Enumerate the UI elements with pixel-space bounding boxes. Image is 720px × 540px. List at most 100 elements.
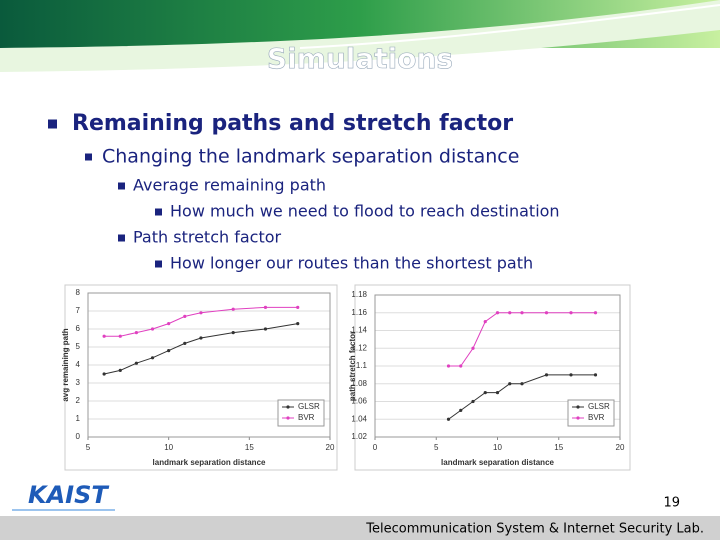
bullet-text: Changing the landmark separation distanc…: [102, 146, 519, 168]
data-point: [459, 364, 463, 368]
data-point: [593, 373, 598, 377]
legend-marker: [286, 405, 290, 409]
x-tick-label: 15: [245, 443, 254, 452]
plot-area: [87, 292, 331, 438]
data-point: [231, 307, 235, 311]
data-point: [483, 320, 487, 324]
data-point: [183, 341, 187, 345]
data-point: [471, 399, 475, 404]
y-tick-label: 1.08: [351, 379, 367, 388]
legend-marker: [286, 416, 290, 420]
x-tick-label: 10: [164, 443, 173, 452]
data-point: [569, 311, 573, 315]
y-tick-label: 1.1: [356, 361, 368, 370]
legend-label: GLSR: [588, 402, 610, 411]
data-point: [508, 382, 512, 386]
data-point: [167, 322, 171, 326]
footer-bar: [0, 516, 720, 540]
data-point: [446, 364, 451, 368]
legend-box: [277, 399, 325, 427]
x-tick-label: 10: [493, 443, 502, 452]
legend-label: BVR: [298, 413, 315, 422]
y-tick-label: 5: [76, 342, 81, 351]
y-tick-label: 6: [76, 324, 81, 333]
data-point: [199, 311, 203, 315]
bullet-text: Remaining paths and stretch factor: [72, 111, 513, 136]
bullet-marker: [118, 182, 125, 190]
x-tick-label: 5: [86, 443, 91, 452]
data-point: [520, 382, 524, 386]
y-tick-label: 1.12: [351, 343, 367, 352]
bullet-text: Average remaining path: [133, 176, 326, 195]
data-point: [483, 391, 487, 395]
data-point: [118, 368, 122, 372]
series-line: [104, 306, 298, 337]
x-axis-label: landmark separation distance: [441, 458, 554, 467]
y-tick-label: 1.04: [351, 414, 367, 423]
y-tick-label: 4: [76, 360, 81, 369]
series-line: [448, 374, 596, 420]
x-tick-label: 20: [616, 443, 625, 452]
y-tick-label: 3: [76, 378, 81, 387]
data-point: [459, 408, 463, 412]
data-point: [296, 322, 300, 326]
y-axis-label: path stretch factor: [348, 331, 357, 401]
x-tick-label: 5: [434, 443, 439, 452]
legend-marker: [576, 405, 580, 409]
x-tick-label: 20: [326, 443, 335, 452]
y-tick-label: 1: [76, 414, 81, 423]
series-line: [104, 323, 298, 375]
bullet-marker: [118, 234, 125, 242]
data-point: [134, 361, 138, 365]
y-tick-label: 7: [76, 306, 81, 315]
legend-label: GLSR: [298, 402, 320, 411]
data-point: [263, 305, 268, 309]
logo: KAIST: [28, 481, 109, 509]
bullet-text: How much we need to flood to reach desti…: [170, 202, 560, 221]
data-point: [471, 346, 475, 350]
data-point: [495, 391, 500, 395]
data-point: [150, 356, 155, 360]
data-point: [520, 311, 524, 315]
data-point: [446, 417, 451, 421]
y-tick-label: 1.14: [351, 326, 367, 335]
data-point: [593, 311, 598, 315]
data-point: [544, 311, 549, 315]
bullet-marker: [48, 119, 57, 129]
legend-box: [567, 399, 615, 427]
data-point: [231, 331, 235, 335]
banner-swoosh: [0, 0, 720, 72]
data-point: [118, 334, 122, 338]
data-point: [134, 331, 138, 335]
data-point: [199, 336, 203, 340]
data-point: [183, 314, 187, 318]
data-point: [508, 311, 512, 315]
slide-title: Simulations: [267, 42, 453, 75]
bullet-text: Path stretch factor: [133, 228, 282, 247]
y-tick-label: 1.06: [351, 397, 367, 406]
bullet-marker: [155, 208, 162, 216]
data-point: [569, 373, 573, 377]
data-point: [102, 334, 106, 338]
data-point: [150, 327, 155, 331]
data-point: [544, 373, 549, 377]
page-number: 19: [663, 496, 680, 511]
y-tick-label: 2: [76, 396, 81, 405]
x-tick-label: 0: [373, 443, 378, 452]
y-tick-label: 0: [76, 432, 81, 441]
y-axis-label: avg remaining path: [61, 328, 70, 401]
plot-area: [374, 294, 621, 438]
y-tick-label: 1.16: [351, 308, 367, 317]
banner-line: [299, 4, 720, 49]
y-tick-label: 1.18: [351, 290, 367, 299]
bullet-text: How longer our routes than the shortest …: [170, 254, 533, 273]
data-point: [102, 372, 106, 376]
data-point: [296, 305, 300, 309]
y-tick-label: 8: [76, 288, 81, 297]
footer-text: Telecommunication System & Internet Secu…: [365, 522, 704, 537]
legend-marker: [576, 416, 580, 420]
y-tick-label: 1.02: [351, 432, 367, 441]
data-point: [263, 327, 268, 331]
data-point: [167, 349, 171, 353]
